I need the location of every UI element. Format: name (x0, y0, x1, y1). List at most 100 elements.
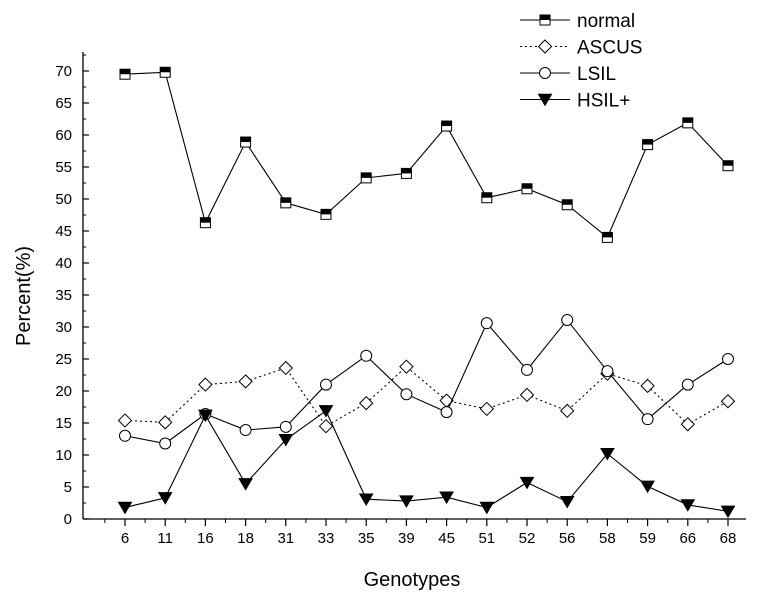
marker-diamond (537, 39, 553, 54)
marker-circle (360, 349, 373, 362)
marker-triangle (600, 448, 615, 461)
x-tick-label: 66 (679, 530, 696, 547)
marker-square-fill (441, 121, 452, 127)
x-tick-label: 6 (121, 530, 129, 547)
marker-circle (400, 388, 413, 401)
y-tick-label: 70 (55, 63, 72, 80)
marker-diamond (680, 417, 696, 432)
marker-square-fill (240, 137, 251, 143)
legend-item: LSIL (520, 64, 616, 85)
x-axis-title: Genotypes (364, 569, 461, 591)
x-tick-label: 33 (318, 530, 335, 547)
marker-triangle (117, 501, 133, 515)
marker-diamond (640, 378, 655, 394)
marker-square-fill (120, 69, 130, 75)
marker-square-fill (401, 168, 412, 174)
marker-diamond (479, 401, 495, 417)
series-lsil (119, 313, 734, 450)
series-ascus (117, 359, 736, 434)
x-tick-label: 68 (720, 530, 737, 547)
y-tick-label: 55 (55, 159, 72, 176)
y-tick-label: 50 (55, 191, 72, 208)
y-tick-label: 45 (55, 223, 72, 240)
y-tick-label: 65 (55, 95, 72, 112)
marker-circle (320, 378, 332, 391)
marker-triangle (198, 409, 213, 423)
marker-square-fill (522, 183, 532, 189)
legend-item: normal (520, 11, 635, 32)
legend-label: ASCUS (577, 38, 642, 59)
x-tick-label: 56 (559, 530, 576, 547)
x-tick-label: 58 (599, 530, 616, 547)
marker-circle (539, 67, 551, 79)
marker-diamond (318, 418, 334, 434)
marker-triangle (537, 93, 553, 107)
marker-triangle (640, 480, 655, 494)
marker-square-fill (481, 192, 492, 198)
marker-circle (601, 365, 614, 378)
marker-triangle (157, 492, 173, 505)
marker-triangle (358, 493, 374, 506)
marker-square-fill (682, 117, 693, 123)
series-line (124, 365, 729, 427)
marker-circle (681, 378, 694, 391)
series-normal (119, 66, 734, 243)
y-tick-label: 35 (55, 287, 72, 304)
marker-square-fill (200, 217, 211, 223)
y-tick-label: 5 (64, 479, 72, 496)
marker-triangle (720, 505, 736, 519)
marker-circle (279, 420, 292, 433)
marker-circle (239, 424, 252, 437)
y-tick-label: 40 (55, 255, 72, 272)
marker-square-fill (321, 209, 331, 215)
y-axis-title: Percent(%) (13, 246, 35, 346)
series-hsil- (117, 405, 736, 519)
marker-diamond (117, 413, 133, 428)
marker-diamond (519, 387, 535, 403)
y-tick-label: 15 (55, 415, 72, 432)
y-tick-label: 0 (64, 511, 72, 528)
x-tick-label: 51 (478, 530, 495, 547)
marker-diamond (157, 415, 173, 430)
marker-triangle (680, 499, 696, 512)
marker-circle (561, 313, 574, 326)
marker-diamond (720, 394, 736, 409)
marker-square-fill (602, 232, 613, 238)
marker-circle (159, 437, 172, 450)
y-tick-label: 25 (55, 351, 72, 368)
series-line (124, 410, 729, 512)
marker-circle (722, 353, 734, 365)
marker-circle (480, 317, 493, 330)
marker-diamond (198, 377, 213, 392)
x-tick-label: 39 (398, 530, 415, 547)
series-line (124, 319, 729, 445)
marker-triangle (559, 496, 575, 509)
marker-triangle (519, 476, 535, 490)
marker-circle (119, 429, 131, 442)
y-tick-label: 20 (55, 383, 72, 400)
axes: 0 5 10 15 20 25 30 35 40 45 50 55 60 65 70 6 11 16 18 31 33 3… (55, 52, 746, 547)
legend-label: normal (577, 11, 635, 32)
marker-diamond (358, 395, 374, 411)
marker-square-fill (540, 15, 550, 20)
legend-item: HSIL+ (520, 91, 630, 112)
marker-triangle (278, 433, 294, 447)
x-tick-label: 11 (157, 530, 173, 547)
marker-square-fill (562, 199, 573, 205)
marker-diamond (238, 374, 253, 389)
x-tick-label: 45 (438, 530, 455, 547)
marker-square-fill (280, 197, 291, 203)
x-tick-label: 35 (358, 530, 375, 547)
legend-label: LSIL (577, 64, 616, 85)
marker-triangle (238, 478, 253, 491)
marker-diamond (559, 403, 575, 419)
marker-square-fill (642, 139, 653, 145)
x-tick-label: 52 (519, 530, 536, 547)
x-tick-label: 18 (237, 530, 254, 547)
marker-diamond (399, 359, 414, 374)
marker-square-fill (723, 160, 733, 166)
legend: normal ASCUS LSIL HSIL+ (520, 11, 642, 112)
marker-circle (521, 363, 533, 376)
legend-label: HSIL+ (577, 91, 630, 112)
